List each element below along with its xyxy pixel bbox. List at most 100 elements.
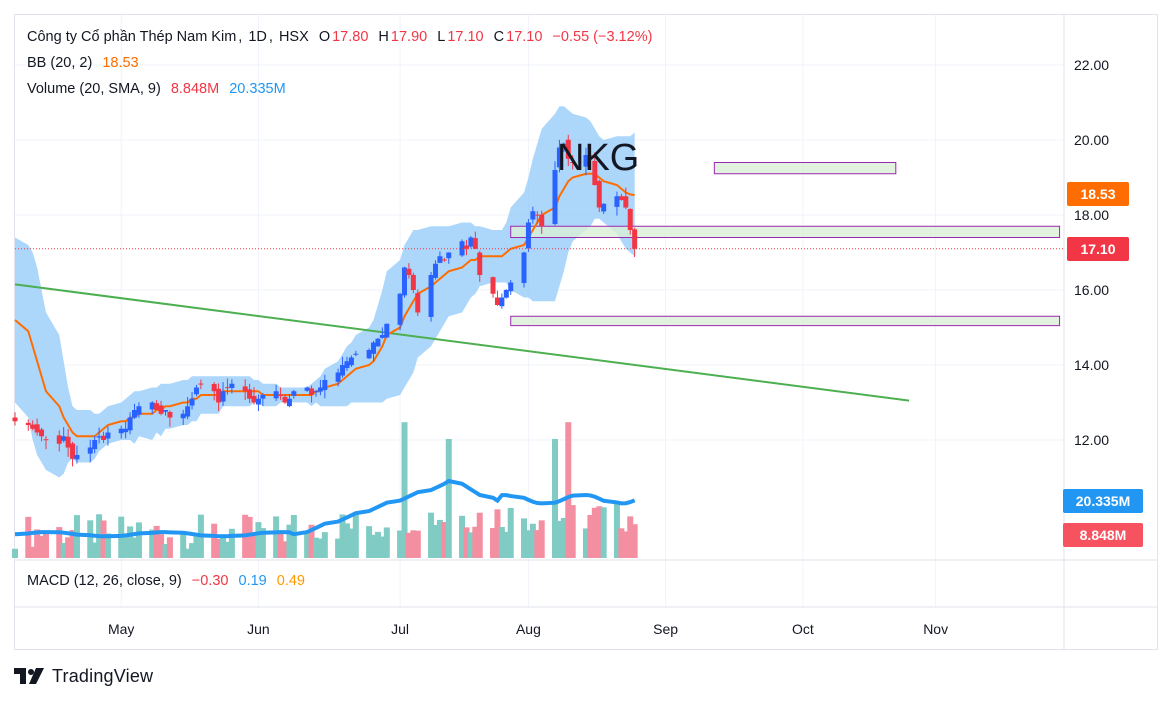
volume-bar: [370, 534, 377, 558]
candle-body: [556, 147, 562, 168]
time-axis-tick-label: Nov: [923, 621, 949, 637]
candle-body: [12, 417, 18, 422]
candle-body: [101, 435, 107, 440]
candle-body: [335, 372, 341, 382]
candle-body: [309, 388, 315, 395]
volume-bar: [56, 527, 63, 558]
candle-body: [494, 297, 500, 305]
volume-bar: [180, 531, 187, 558]
candle-body: [570, 162, 576, 164]
candle-body: [632, 229, 638, 249]
tradingview-logo[interactable]: TradingView: [14, 664, 153, 688]
candle-body: [410, 274, 416, 290]
time-axis-tick-label: Sep: [653, 621, 679, 637]
candle-body: [92, 440, 98, 450]
candle-body: [477, 252, 483, 275]
volume-bar: [560, 517, 567, 558]
macd-legend[interactable]: MACD (12, 26, close, 9) −0.30 0.19 0.49: [27, 572, 307, 590]
bb-legend[interactable]: BB (20, 2) 18.53: [27, 54, 141, 72]
candle-body: [251, 395, 257, 403]
candle-body: [39, 429, 45, 437]
brand-name: TradingView: [52, 665, 154, 686]
candle-body: [193, 387, 199, 395]
volume-bar: [162, 544, 169, 558]
candle-body: [534, 214, 540, 216]
candle-body: [282, 396, 288, 403]
volume-bar: [534, 530, 541, 558]
low-value: 17.10: [447, 29, 484, 45]
candle-body: [397, 293, 403, 325]
volume-bar: [321, 532, 328, 558]
volume-bar: [34, 529, 41, 558]
volume-bar: [251, 532, 258, 558]
volume-bar: [149, 529, 156, 558]
candle-body: [366, 350, 372, 359]
candle-body: [340, 365, 346, 376]
candle-body: [472, 238, 478, 249]
volume-bar: [498, 526, 505, 558]
candle-body: [286, 398, 292, 407]
candle-body: [618, 196, 624, 200]
macd-value: −0.30: [191, 573, 229, 589]
candle-body: [446, 252, 452, 259]
volume-bar: [335, 538, 342, 558]
candle-body: [583, 155, 589, 167]
candle-body: [185, 406, 191, 417]
high-value: 17.90: [390, 29, 428, 45]
volume-bar: [12, 548, 18, 558]
volume-bar: [38, 535, 45, 558]
volume-bar: [352, 512, 359, 558]
volume-bar: [104, 533, 111, 558]
volume-bar: [211, 523, 218, 558]
candle-body: [499, 297, 505, 307]
volume-bar: [613, 501, 620, 558]
volume-bar: [569, 505, 576, 558]
candle-body: [70, 443, 76, 459]
volume-bar: [414, 530, 421, 558]
volume-bar: [428, 512, 435, 558]
candle-body: [96, 436, 102, 438]
candle-body: [180, 413, 186, 419]
volume-bar: [507, 507, 514, 558]
volume-bar: [215, 538, 222, 558]
macd-label: MACD (12, 26, close, 9): [27, 573, 182, 589]
candle-body: [136, 406, 142, 415]
candle-body: [317, 387, 323, 392]
candle-body: [490, 277, 496, 294]
bollinger-band-fill: [15, 106, 635, 478]
candle-body: [162, 410, 168, 412]
price-zone-rectangle: [510, 225, 1061, 238]
volume-bar: [339, 514, 346, 558]
candle-body: [530, 211, 536, 220]
candle-body: [552, 170, 558, 225]
volume-legend[interactable]: Volume (20, SMA, 9) 8.848M 20.335M: [27, 80, 288, 98]
candle-body: [132, 410, 138, 418]
candle-body: [242, 386, 248, 392]
time-axis-tick-label: May: [107, 621, 135, 637]
close-value: 17.10: [506, 29, 543, 45]
candle-body: [65, 436, 71, 448]
volume-bar: [153, 525, 160, 558]
volume-bar: [127, 526, 134, 558]
candle-body: [468, 237, 474, 247]
candle-body: [149, 402, 155, 410]
volume-bar: [273, 516, 280, 558]
volume-bar: [397, 530, 404, 558]
volume-bar: [494, 509, 501, 558]
time-axis-tick-label: Oct: [791, 621, 814, 637]
candle-body: [614, 196, 620, 207]
exchange-label: HSX: [278, 29, 309, 45]
volume-bar: [383, 527, 390, 558]
candle-body: [154, 403, 160, 410]
volume-bar: [348, 528, 355, 558]
candle-body: [56, 435, 62, 444]
volume-bar: [622, 531, 629, 558]
change-value: −0.55 (−3.12%): [552, 29, 653, 45]
candle-body: [167, 412, 173, 418]
volume-price-tag: 8.848M: [1063, 523, 1143, 547]
volume-bar: [441, 521, 448, 558]
candle-body: [278, 394, 284, 396]
open-label: O: [318, 29, 331, 45]
